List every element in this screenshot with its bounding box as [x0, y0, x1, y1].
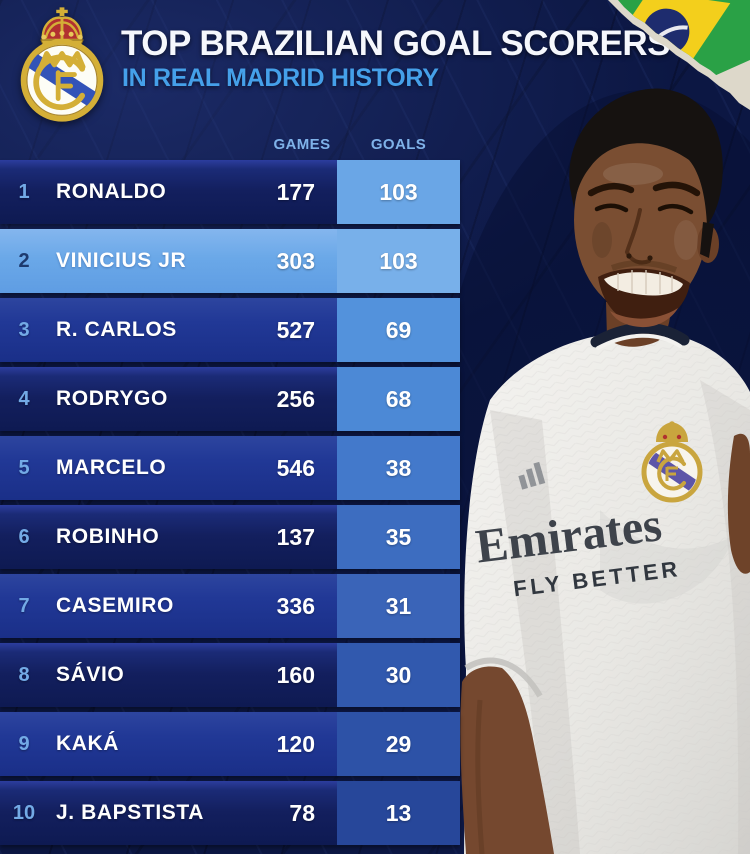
player-arm — [460, 666, 554, 854]
table-row: 6 ROBINHO 137 35 — [0, 505, 460, 569]
player-photo: Emirates FLY BETTER — [450, 88, 750, 854]
player-name: RODRYGO — [56, 387, 168, 410]
goals-value: 69 — [337, 298, 460, 362]
rank: 1 — [18, 180, 30, 203]
goal-scorers-table: 1 RONALDO 177 103 2 VINICIUS JR 303 103 … — [0, 160, 460, 845]
table-row: 9 KAKÁ 120 29 — [0, 712, 460, 776]
goals-value: 103 — [337, 229, 460, 293]
column-header-goals: GOALS — [370, 136, 427, 153]
table-row: 8 SÁVIO 160 30 — [0, 643, 460, 707]
games-value: 78 — [289, 799, 315, 826]
rank: 9 — [18, 732, 30, 755]
goals-value: 103 — [337, 160, 460, 224]
rank: 3 — [18, 318, 30, 341]
table-row: 5 MARCELO 546 38 — [0, 436, 460, 500]
table-row: 7 CASEMIRO 336 31 — [0, 574, 460, 638]
goals-value: 35 — [337, 505, 460, 569]
goals-value: 68 — [337, 367, 460, 431]
player-hand — [727, 433, 750, 574]
games-value: 177 — [276, 178, 315, 205]
goals-value: 29 — [337, 712, 460, 776]
table-row: 4 RODRYGO 256 68 — [0, 367, 460, 431]
rank: 4 — [18, 387, 30, 410]
games-value: 120 — [276, 730, 315, 757]
brazil-flag-icon — [608, 0, 750, 110]
games-value: 546 — [276, 454, 315, 481]
table-row: 10 J. BAPSTISTA 78 13 — [0, 781, 460, 845]
rank: 2 — [18, 249, 30, 272]
player-name: ROBINHO — [56, 525, 160, 548]
rank: 7 — [18, 594, 30, 617]
goals-value: 38 — [337, 436, 460, 500]
table-row: 3 R. CARLOS 527 69 — [0, 298, 460, 362]
goals-value: 30 — [337, 643, 460, 707]
games-value: 137 — [276, 523, 315, 550]
goals-value: 31 — [337, 574, 460, 638]
games-value: 303 — [276, 247, 315, 274]
brand-stripes-icon — [518, 461, 546, 490]
games-value: 527 — [276, 316, 315, 343]
player-face — [569, 88, 723, 328]
rank: 6 — [18, 525, 30, 548]
player-name: MARCELO — [56, 456, 167, 479]
player-name: J. BAPSTISTA — [56, 801, 204, 824]
real-madrid-logo-icon — [20, 7, 104, 122]
jersey-collar — [590, 322, 690, 348]
rank: 10 — [12, 801, 36, 824]
player-name: R. CARLOS — [56, 318, 177, 341]
rank: 8 — [18, 663, 30, 686]
page-title: TOP BRAZILIAN GOAL SCORERS — [121, 24, 671, 63]
games-value: 256 — [276, 385, 315, 412]
table-row: 1 RONALDO 177 103 — [0, 160, 460, 224]
player-name: RONALDO — [56, 180, 167, 203]
real-madrid-crest-icon — [641, 421, 703, 503]
games-value: 336 — [276, 592, 315, 619]
player-name: CASEMIRO — [56, 594, 174, 617]
rank: 5 — [18, 456, 30, 479]
player-name: KAKÁ — [56, 732, 120, 755]
table-row-highlighted: 2 VINICIUS JR 303 103 — [0, 229, 460, 293]
goals-value: 13 — [337, 781, 460, 845]
page-subtitle: IN REAL MADRID HISTORY — [122, 64, 439, 92]
player-name: SÁVIO — [56, 663, 125, 686]
column-header-games: GAMES — [273, 136, 331, 153]
games-value: 160 — [276, 661, 315, 688]
player-name: VINICIUS JR — [56, 249, 187, 272]
